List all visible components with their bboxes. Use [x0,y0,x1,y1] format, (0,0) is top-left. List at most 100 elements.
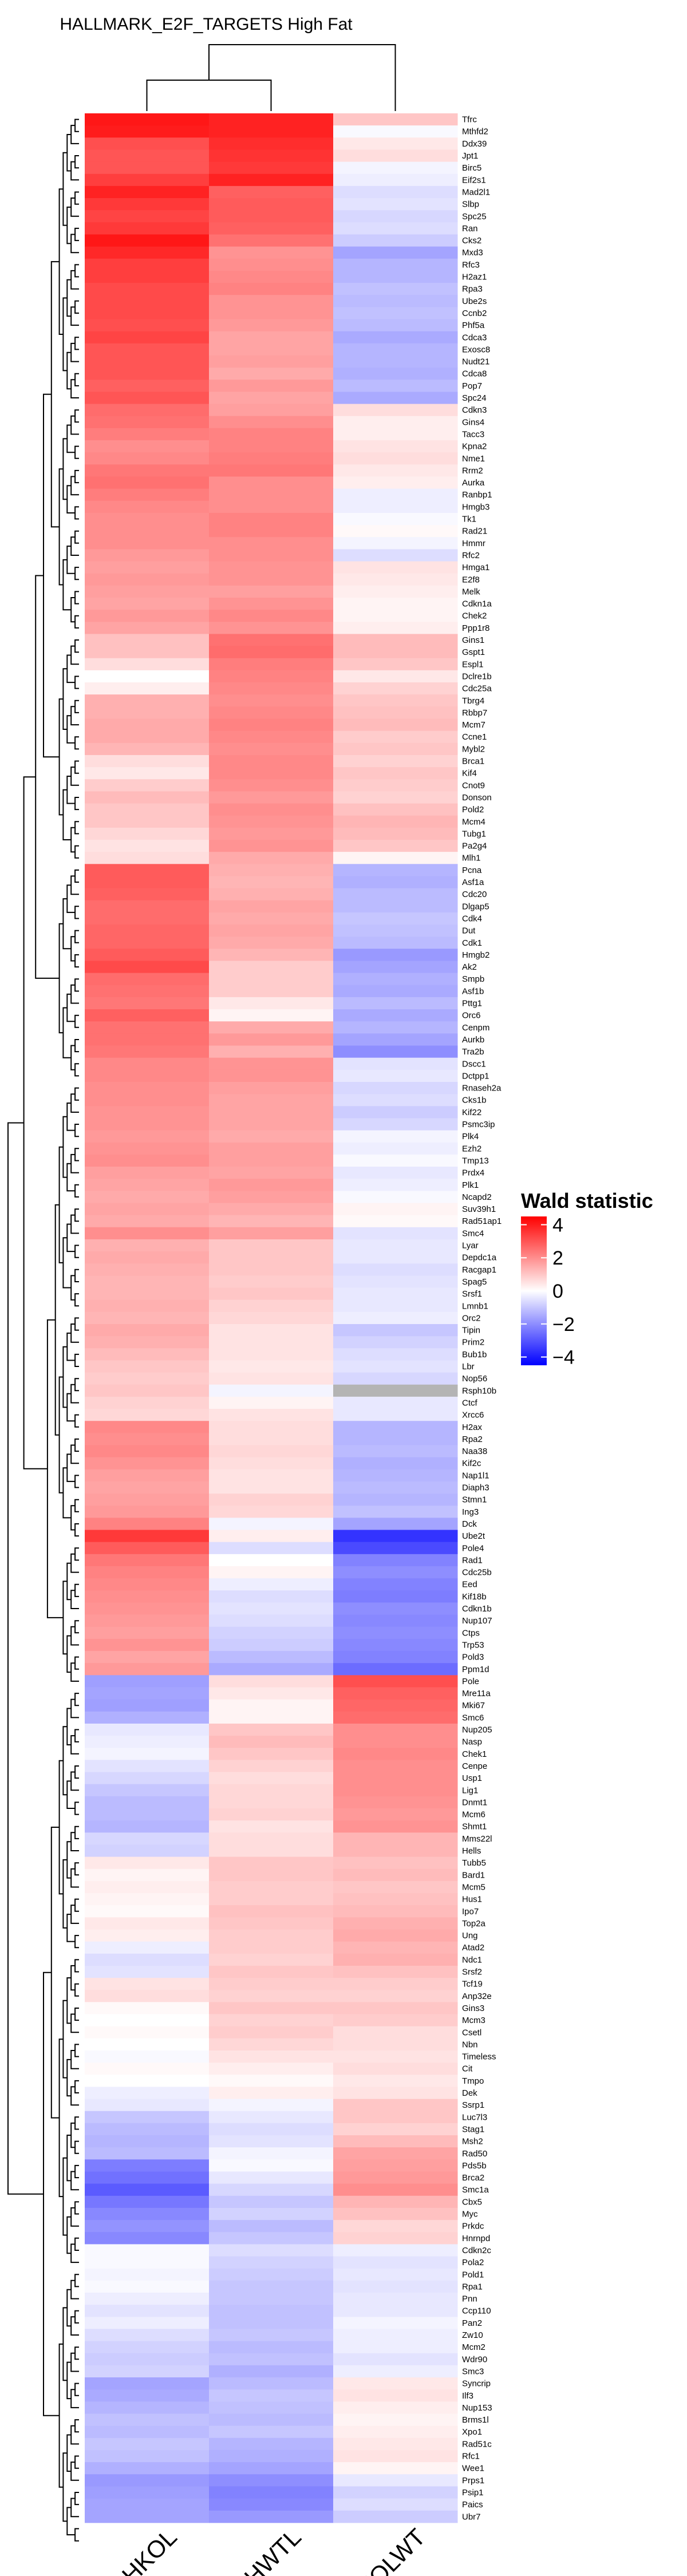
heatmap-cell [209,1723,334,1736]
heatmap-cell [85,1203,210,1216]
heatmap-cell [209,2026,334,2039]
row-label: Jpt1 [462,151,478,161]
heatmap-cell [333,622,458,634]
heatmap-cell [333,1917,458,1930]
row-label: Hmmr [462,539,485,548]
row-label: Ctps [462,1628,480,1638]
column-label: KOHKOL [92,2523,182,2576]
heatmap-cell [209,185,334,199]
heatmap-cell [333,888,458,901]
heatmap-cell [85,912,210,925]
row-label: Pold1 [462,2270,484,2279]
heatmap-cell [333,1033,458,1046]
heatmap-cell [209,1554,334,1567]
heatmap-cell [209,1203,334,1216]
heatmap-cell [85,1324,210,1337]
heatmap-cell [333,2377,458,2390]
heatmap-cell [209,1033,334,1046]
heatmap-cell [209,258,334,271]
heatmap-cell [333,803,458,816]
heatmap-cell [333,537,458,550]
heatmap-cell [209,1336,334,1349]
heatmap-cell [333,1154,458,1167]
heatmap-cell [85,2183,210,2196]
heatmap-cell [209,2474,334,2487]
heatmap-cell [209,1506,334,1518]
heatmap-cell [85,2449,210,2463]
row-label: Smc3 [462,2366,484,2376]
row-label: Kif22 [462,1108,481,1117]
heatmap-cell [333,1675,458,1688]
heatmap-cell [85,754,210,768]
heatmap-cell [333,730,458,744]
heatmap-cell [85,658,210,671]
heatmap-cell [85,1179,210,1191]
heatmap-cell [333,488,458,501]
legend-tick-label: −4 [552,1347,575,1369]
heatmap-cell [333,368,458,380]
heatmap-cell [333,1760,458,1773]
heatmap-cell [209,1784,334,1797]
row-label: Atad2 [462,1943,484,1953]
heatmap-cell [333,2510,458,2523]
heatmap-cell [209,1445,334,1458]
heatmap-cell [333,985,458,998]
heatmap-cell [209,718,334,732]
heatmap-cell [209,368,334,380]
heatmap-cell [333,2111,458,2124]
heatmap-cell [209,1106,334,1119]
heatmap-cell [333,1384,458,1397]
heatmap-cell [333,815,458,828]
heatmap-cell [209,1929,334,1942]
heatmap-cell [85,1578,210,1591]
row-label: Mre11a [462,1689,491,1698]
heatmap-cell [85,1687,210,1700]
heatmap-cell [85,1542,210,1555]
heatmap-cell [333,997,458,1010]
heatmap-cell [85,1396,210,1409]
heatmap-cell [333,1057,458,1070]
heatmap-cell [85,779,210,792]
chart-title: HALLMARK_E2F_TARGETS High Fat [60,15,353,34]
heatmap-cell [333,1433,458,1445]
heatmap-cell [333,319,458,332]
heatmap-cell [209,1009,334,1022]
heatmap-cell [85,1275,210,1289]
heatmap-cell [333,706,458,719]
heatmap-cell [333,1445,458,1458]
heatmap-cell [85,319,210,332]
heatmap-cell [85,1142,210,1155]
heatmap-cell [209,295,334,307]
heatmap-cell [85,1494,210,1506]
heatmap-cell [209,1045,334,1058]
heatmap-cell [209,2014,334,2027]
heatmap-cell [85,137,210,150]
row-label: Myc [462,2210,478,2219]
heatmap-cell [85,1832,210,1845]
heatmap-cell [85,2014,210,2027]
row-label: Cdkn1b [462,1604,492,1614]
heatmap-cell [85,2256,210,2269]
heatmap-cell [85,1506,210,1518]
heatmap-cell [209,1917,334,1930]
heatmap-cell [209,1736,334,1748]
row-label: Syncrip [462,2379,491,2389]
heatmap-cell [333,1542,458,1555]
heatmap-cell [333,2305,458,2317]
row-label: Nup107 [462,1616,492,1626]
row-label: Kif4 [462,769,477,779]
heatmap-cell [209,1518,334,1531]
row-label: Cks1b [462,1096,487,1105]
row-label: Rfc1 [462,2452,480,2462]
heatmap-cell [333,1820,458,1833]
row-label: Stag1 [462,2124,484,2134]
heatmap-cell [333,961,458,974]
heatmap-cell [333,1021,458,1034]
heatmap-cell [85,258,210,271]
heatmap-cell [209,2425,334,2439]
heatmap-cell [209,1663,334,1676]
heatmap-cell [85,2389,210,2402]
heatmap-cell [85,888,210,901]
heatmap-cell [85,2268,210,2281]
heatmap-cell [85,2195,210,2208]
